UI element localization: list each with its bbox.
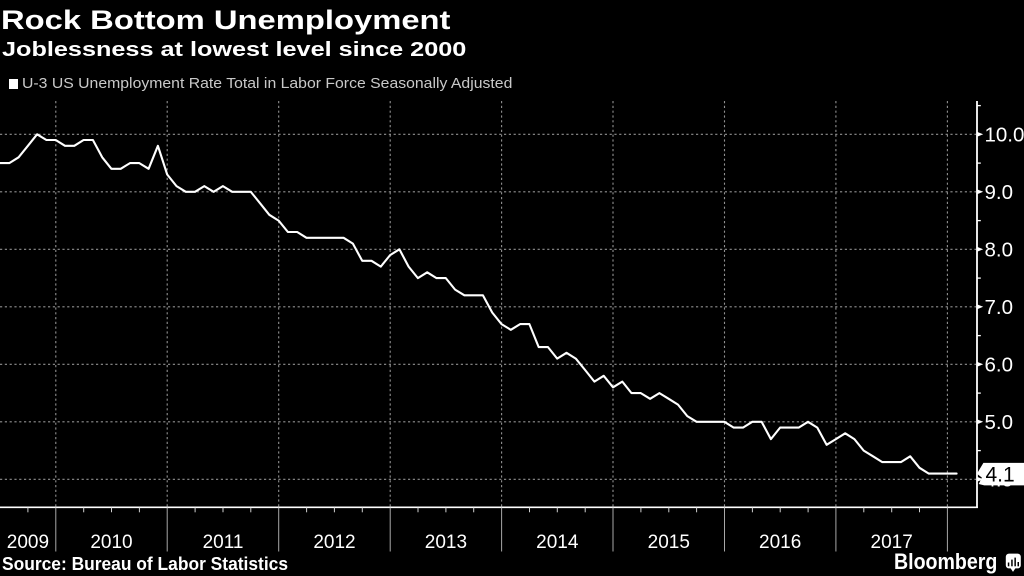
svg-text:2009: 2009: [7, 532, 49, 553]
svg-text:2014: 2014: [536, 532, 579, 553]
svg-text:7.0: 7.0: [985, 296, 1014, 319]
svg-text:8.0: 8.0: [985, 239, 1014, 262]
svg-text:2012: 2012: [313, 532, 355, 553]
svg-text:2015: 2015: [648, 532, 690, 553]
svg-text:9.0: 9.0: [985, 181, 1014, 204]
svg-text:2016: 2016: [759, 532, 801, 553]
svg-text:2010: 2010: [90, 532, 132, 553]
svg-text:10.0: 10.0: [985, 124, 1024, 147]
svg-text:4.1: 4.1: [986, 464, 1015, 487]
svg-text:2013: 2013: [425, 532, 467, 553]
svg-text:5.0: 5.0: [985, 411, 1014, 434]
svg-text:2017: 2017: [871, 532, 913, 553]
svg-text:2011: 2011: [203, 532, 244, 553]
svg-text:6.0: 6.0: [985, 354, 1014, 377]
